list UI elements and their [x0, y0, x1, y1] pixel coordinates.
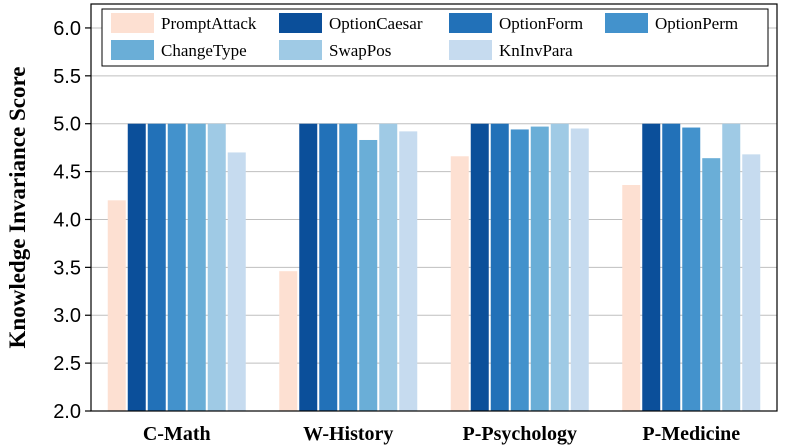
bar	[127, 123, 146, 412]
legend-swatch	[449, 40, 492, 60]
bar	[722, 123, 741, 412]
x-category-label: C-Math	[143, 423, 211, 445]
legend-swatch	[449, 13, 492, 33]
bar	[742, 154, 761, 411]
y-tick-label: 2.0	[53, 401, 81, 423]
bar	[147, 123, 166, 412]
bar	[450, 156, 469, 411]
bar	[702, 158, 721, 411]
y-tick-label: 6.0	[53, 18, 81, 40]
y-tick-label: 3.5	[53, 257, 81, 279]
bar	[187, 123, 206, 412]
y-axis-title: Knowledge Invariance Score	[5, 67, 30, 349]
bar	[227, 152, 246, 411]
x-axis-categories: C-Math W-History P-Psychology P-Medicine	[143, 423, 740, 445]
bar	[379, 123, 398, 412]
bar	[570, 128, 589, 411]
bar	[167, 123, 186, 412]
bar	[550, 123, 569, 412]
bar	[682, 127, 701, 411]
bar	[662, 123, 681, 412]
bars	[107, 123, 761, 412]
legend-label: PromptAttack	[161, 14, 257, 33]
bar	[359, 139, 378, 411]
bar	[299, 123, 318, 412]
plot-frame	[90, 3, 778, 412]
y-tick-label: 2.5	[53, 353, 81, 375]
legend-box	[101, 8, 769, 67]
bar	[319, 123, 338, 412]
legend-label: OptionCaesar	[329, 14, 423, 33]
bar	[490, 123, 509, 412]
bar	[510, 129, 529, 411]
bar	[399, 131, 418, 411]
y-axis-ticks: 2.0 2.5 3.0 3.5 4.0 4.5 5.0 5.5 6.0	[53, 18, 91, 423]
bar	[642, 123, 661, 412]
y-tick-label: 3.0	[53, 305, 81, 327]
x-category-label: W-History	[303, 423, 393, 445]
legend: PromptAttack OptionCaesar OptionForm Option…	[101, 8, 769, 67]
y-tick-label: 5.5	[53, 66, 81, 88]
legend-swatch	[111, 40, 154, 60]
legend-label: OptionPerm	[655, 14, 738, 33]
bar	[470, 123, 489, 412]
legend-label: KnInvPara	[499, 41, 573, 60]
x-category-label: P-Psychology	[463, 423, 577, 445]
legend-swatch	[605, 13, 648, 33]
bar	[622, 184, 641, 411]
legend-label: SwapPos	[329, 41, 391, 60]
y-tick-label: 4.0	[53, 209, 81, 231]
legend-swatch	[279, 40, 322, 60]
x-category-label: P-Medicine	[642, 423, 740, 445]
y-tick-label: 5.0	[53, 114, 81, 136]
legend-swatch	[279, 13, 322, 33]
bar	[107, 200, 126, 411]
legend-label: ChangeType	[161, 41, 247, 60]
bar	[207, 123, 226, 412]
legend-swatch	[111, 13, 154, 33]
bar	[279, 271, 298, 411]
legend-label: OptionForm	[499, 14, 583, 33]
y-tick-label: 4.5	[53, 162, 81, 184]
bar	[339, 123, 358, 412]
bar	[530, 126, 549, 411]
